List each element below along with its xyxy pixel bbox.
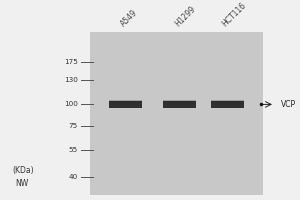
- Text: NW: NW: [15, 179, 28, 188]
- Text: A549: A549: [119, 8, 140, 28]
- Bar: [211, 100, 244, 102]
- Text: H1299: H1299: [173, 4, 197, 28]
- Bar: [109, 101, 142, 108]
- Text: (KDa): (KDa): [12, 166, 34, 175]
- Bar: [163, 100, 196, 102]
- Bar: [90, 32, 263, 195]
- Text: VCP: VCP: [281, 100, 296, 109]
- Text: 175: 175: [64, 59, 78, 65]
- Text: 100: 100: [64, 101, 78, 107]
- Text: 130: 130: [64, 77, 78, 83]
- Bar: [109, 100, 142, 102]
- Text: 55: 55: [68, 147, 78, 153]
- Text: HCT116: HCT116: [221, 1, 248, 28]
- Text: 75: 75: [68, 123, 78, 129]
- Text: 40: 40: [68, 174, 78, 180]
- Bar: [211, 101, 244, 108]
- Bar: [163, 101, 196, 108]
